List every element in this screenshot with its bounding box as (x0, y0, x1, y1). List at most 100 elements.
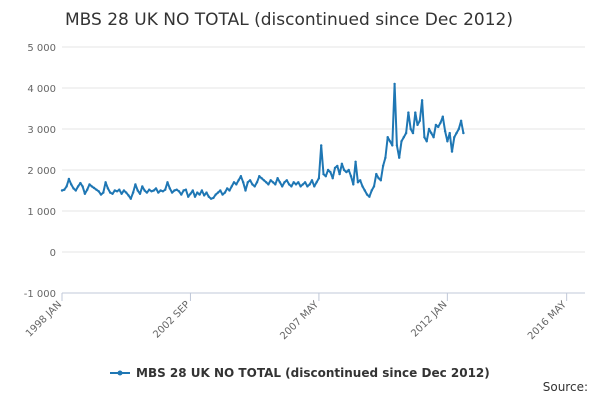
data-point (370, 189, 373, 192)
data-point (221, 193, 224, 196)
data-point (361, 185, 364, 188)
data-point (99, 193, 103, 196)
data-point (191, 189, 194, 192)
data-point (173, 189, 176, 192)
data-point (423, 136, 426, 139)
data-point (70, 183, 73, 186)
data-point (271, 181, 275, 184)
data-point (352, 183, 355, 186)
chart-title: MBS 28 UK NO TOTAL (discontinued since D… (65, 10, 513, 30)
data-point (145, 191, 149, 194)
data-point (60, 189, 64, 192)
data-point (306, 185, 309, 188)
data-point (342, 168, 346, 172)
data-point (359, 179, 362, 182)
data-point (253, 185, 256, 188)
data-point (196, 191, 199, 194)
x-tick-label: 2016 MAY (526, 299, 569, 342)
data-point (182, 189, 185, 192)
data-point (198, 193, 201, 196)
data-point (63, 188, 66, 191)
data-point (251, 183, 254, 186)
data-point (393, 82, 396, 86)
data-point (450, 150, 454, 153)
data-point (455, 131, 458, 135)
data-point (161, 190, 165, 193)
x-tick-label: 2012 JAN (409, 299, 449, 339)
data-point (333, 166, 337, 170)
data-point (141, 185, 144, 188)
data-point (104, 181, 107, 184)
data-point (168, 187, 171, 190)
data-point (148, 188, 151, 191)
data-point (441, 115, 444, 118)
data-point (384, 156, 387, 159)
data-point (106, 187, 110, 190)
data-point (81, 185, 84, 188)
data-point (131, 191, 135, 194)
data-point (175, 188, 178, 191)
data-point (418, 119, 421, 123)
data-point (65, 185, 68, 188)
data-point (287, 183, 291, 186)
y-tick-label: -1 000 (24, 289, 56, 300)
data-point (336, 164, 339, 168)
data-point (205, 191, 208, 194)
data-point (299, 185, 302, 188)
data-point (432, 136, 435, 139)
data-point (184, 188, 188, 191)
data-point (111, 192, 114, 195)
data-point (92, 186, 96, 190)
y-tick-label: 4 000 (27, 84, 56, 95)
data-point (331, 177, 334, 180)
data-point (134, 183, 137, 186)
data-point (102, 191, 105, 194)
data-point (136, 189, 139, 192)
data-point (349, 175, 353, 178)
data-point (320, 144, 323, 147)
data-point (152, 189, 155, 192)
data-point (274, 183, 277, 186)
data-point (404, 131, 408, 135)
data-point (317, 177, 321, 180)
data-point (86, 188, 89, 191)
data-point (166, 181, 169, 184)
data-point (313, 185, 316, 188)
y-tick-label: 5 000 (27, 43, 56, 54)
data-point (72, 187, 75, 190)
data-point (214, 193, 217, 196)
data-point (122, 189, 126, 192)
data-point (223, 191, 227, 194)
data-point (150, 190, 153, 193)
data-point (180, 193, 183, 196)
data-point (294, 183, 298, 186)
data-point (159, 189, 162, 192)
data-point (377, 177, 380, 180)
data-point (388, 140, 392, 143)
data-point (340, 162, 344, 165)
data-point (209, 197, 213, 200)
data-point (430, 131, 433, 135)
data-point (363, 189, 366, 192)
data-point (143, 189, 146, 192)
data-point (427, 127, 431, 131)
x-tick-label: 2007 MAY (278, 299, 321, 342)
data-point (237, 179, 240, 182)
data-point (203, 194, 206, 197)
y-tick-label: 1 000 (27, 207, 56, 218)
data-point (381, 164, 385, 168)
source-label: Source: (542, 380, 588, 394)
data-point (372, 185, 376, 188)
data-point (283, 181, 286, 184)
data-point (368, 195, 371, 198)
legend-marker (117, 370, 123, 376)
data-point (255, 181, 259, 184)
data-point (407, 111, 410, 114)
data-point (395, 144, 399, 147)
data-point (379, 179, 382, 182)
data-point (216, 191, 220, 194)
data-point (235, 183, 238, 186)
data-point (113, 189, 117, 192)
data-point (120, 192, 123, 195)
